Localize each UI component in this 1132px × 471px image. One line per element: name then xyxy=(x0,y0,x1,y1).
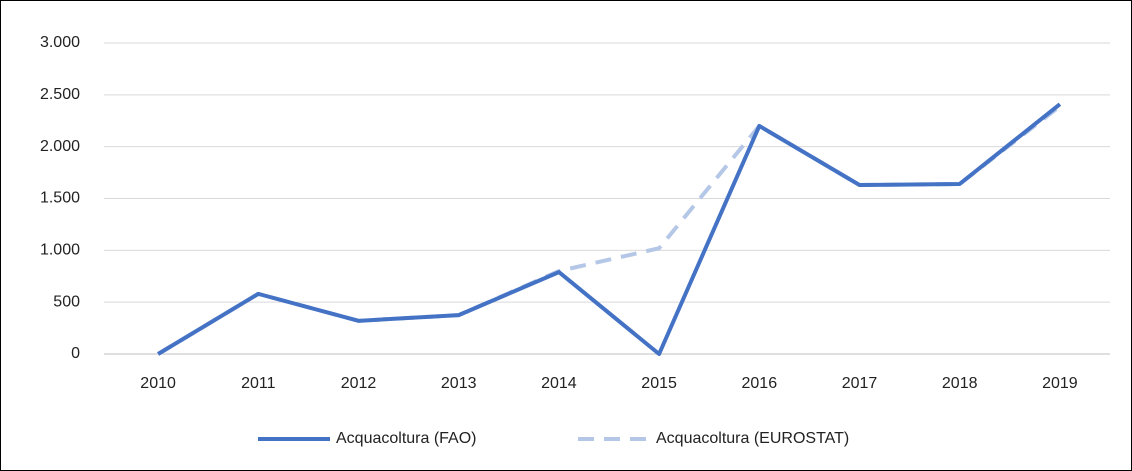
legend-label: Acquacoltura (EUROSTAT) xyxy=(656,430,849,447)
x-tick-label: 2011 xyxy=(241,375,276,392)
y-tick-label: 1.500 xyxy=(40,190,80,207)
x-tick-label: 2013 xyxy=(441,375,477,392)
x-tick-label: 2016 xyxy=(742,375,778,392)
legend-label: Acquacoltura (FAO) xyxy=(336,430,477,447)
y-tick-label: 1.000 xyxy=(40,242,80,259)
series-line xyxy=(157,102,1062,356)
y-tick-label: 3.000 xyxy=(40,34,80,51)
y-tick-label: 0 xyxy=(71,345,80,362)
x-tick-label: 2019 xyxy=(1042,375,1078,392)
x-tick-label: 2014 xyxy=(541,375,577,392)
x-tick-label: 2012 xyxy=(341,375,377,392)
x-tick-label: 2015 xyxy=(641,375,677,392)
x-tick-label: 2017 xyxy=(842,375,878,392)
x-tick-label: 2010 xyxy=(140,375,176,392)
y-tick-label: 500 xyxy=(53,293,80,310)
x-tick-label: 2018 xyxy=(942,375,978,392)
y-tick-label: 2.000 xyxy=(40,138,80,155)
y-tick-label: 2.500 xyxy=(40,86,80,103)
